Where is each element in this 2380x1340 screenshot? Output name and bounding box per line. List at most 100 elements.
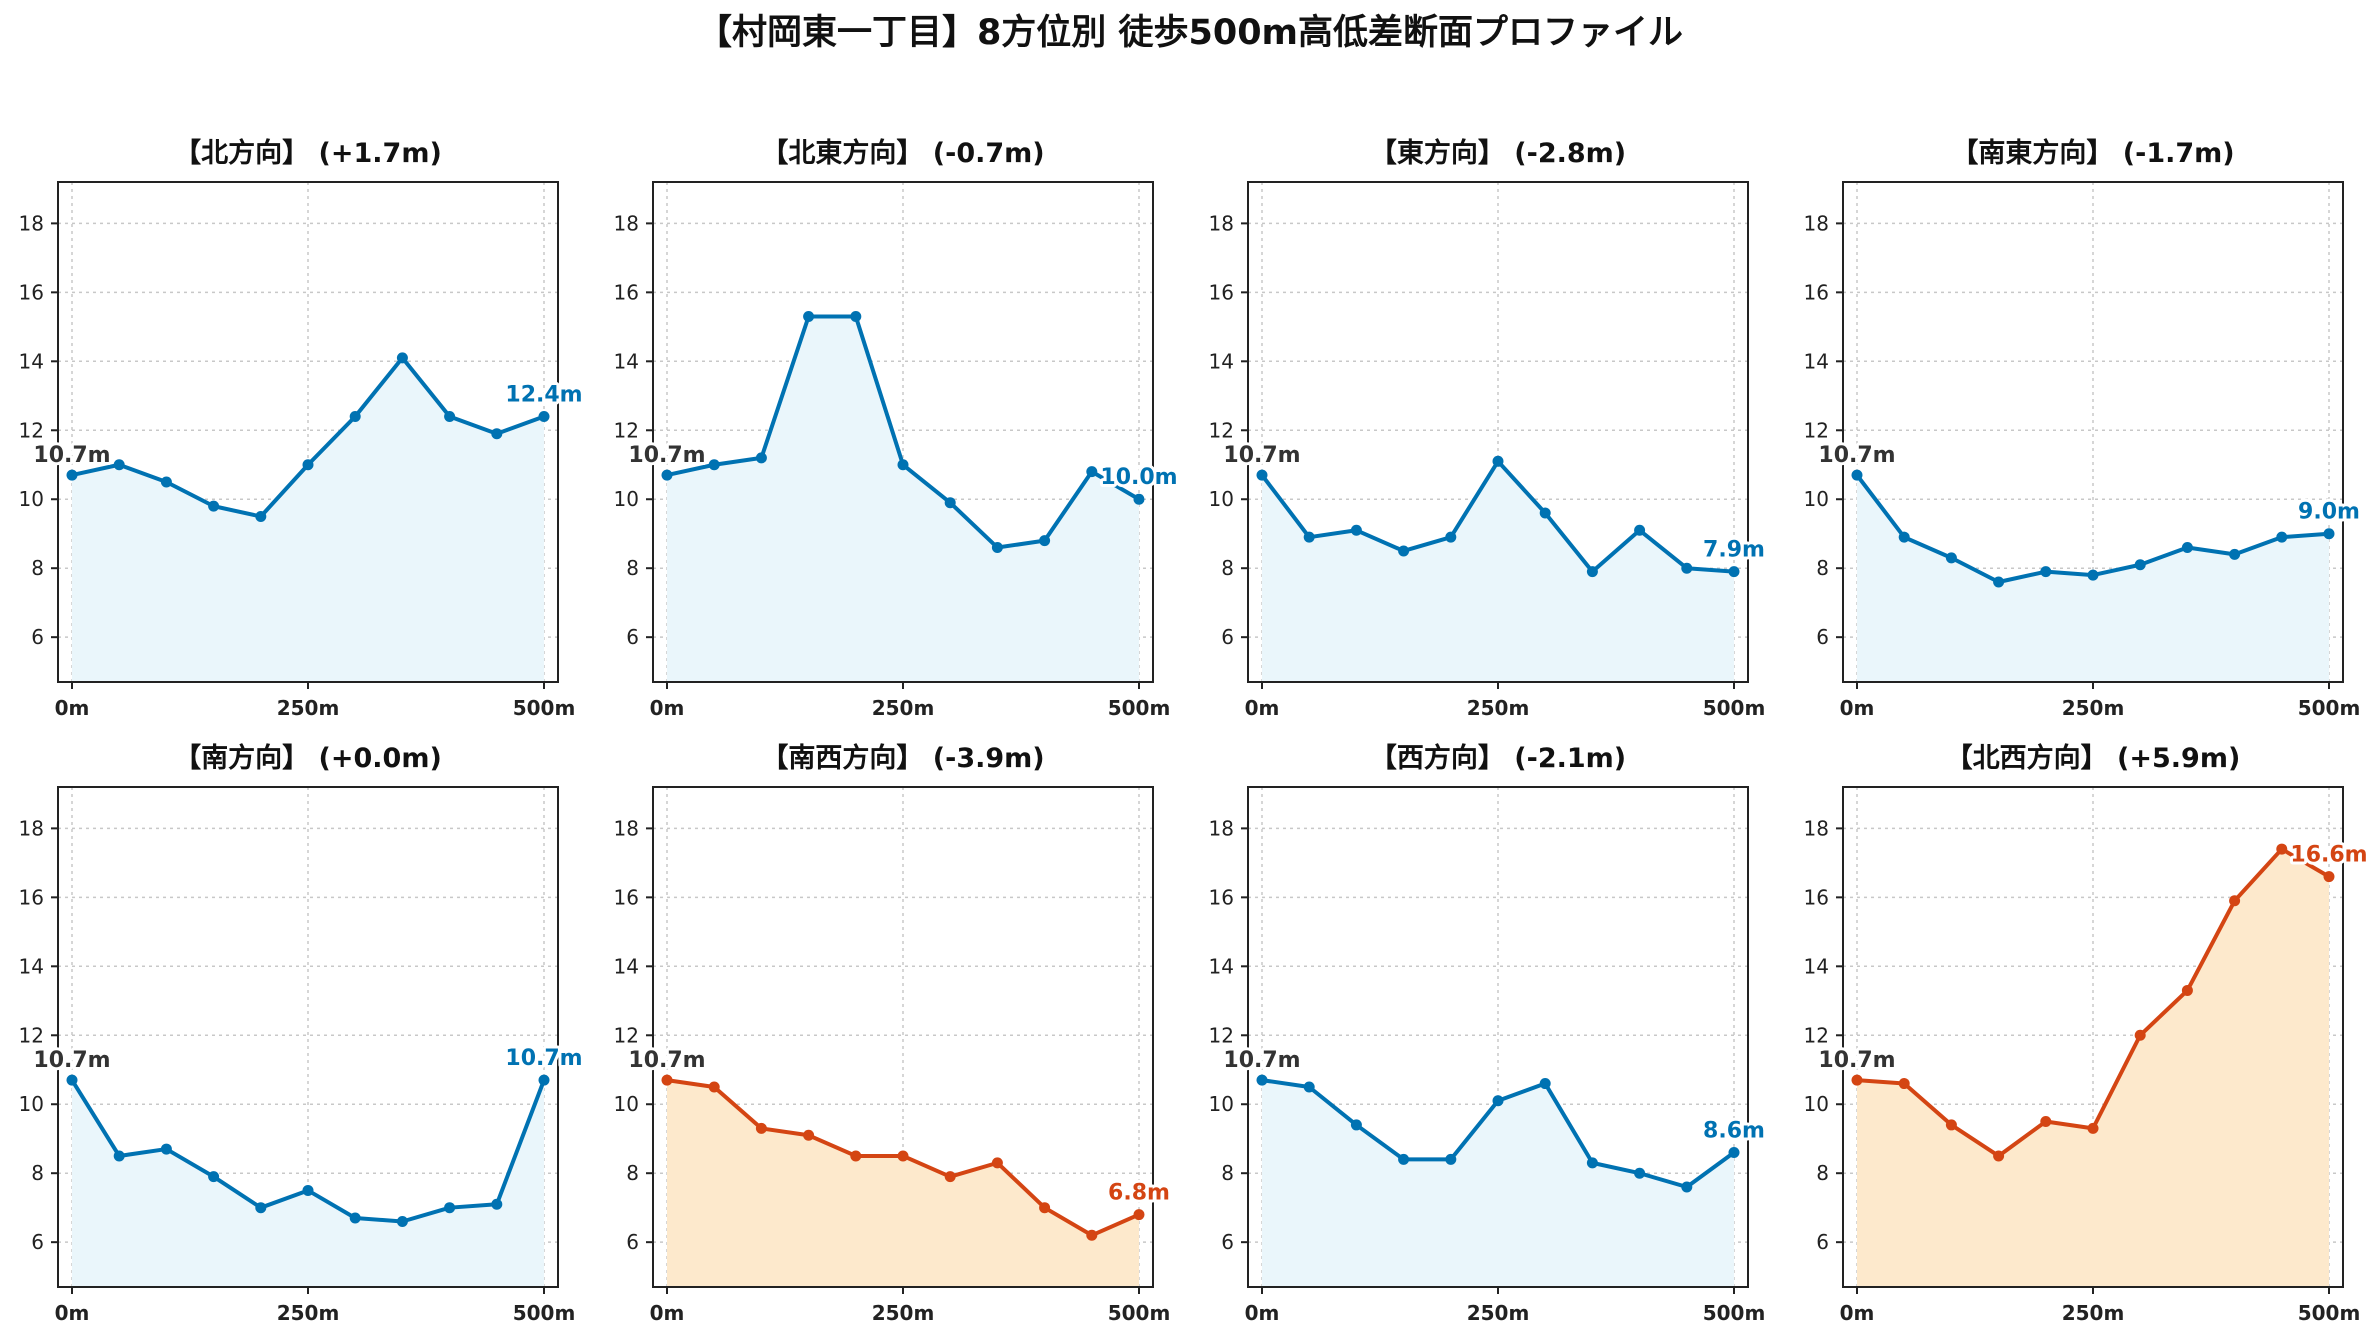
data-point — [2181, 542, 2193, 554]
data-point — [708, 459, 720, 471]
x-tick-label: 500m — [513, 696, 576, 720]
data-point — [850, 1150, 862, 1162]
start-elevation-label: 10.7m — [33, 443, 110, 468]
data-point — [1256, 1074, 1268, 1086]
profile-area — [667, 316, 1139, 682]
data-point — [208, 1171, 220, 1183]
x-tick-label: 250m — [2062, 1301, 2125, 1325]
data-point — [538, 1074, 550, 1086]
data-point — [349, 1212, 361, 1224]
x-tick-label: 0m — [1840, 1301, 1875, 1325]
y-tick-label: 16 — [614, 280, 639, 304]
data-point — [396, 352, 408, 364]
data-point — [944, 497, 956, 509]
y-tick-label: 18 — [1209, 816, 1234, 840]
y-tick-label: 10 — [614, 1092, 639, 1116]
y-tick-label: 14 — [614, 954, 639, 978]
end-elevation-label: 6.8m — [1108, 1181, 1170, 1206]
x-tick-label: 0m — [55, 1301, 90, 1325]
y-tick-label: 12 — [1804, 1023, 1829, 1047]
data-point — [1133, 493, 1145, 505]
data-point — [1303, 531, 1315, 543]
data-point — [1634, 1167, 1646, 1179]
y-tick-label: 12 — [1804, 418, 1829, 442]
y-tick-label: 18 — [614, 211, 639, 235]
x-tick-label: 250m — [872, 1301, 935, 1325]
y-tick-label: 14 — [19, 349, 44, 373]
data-point — [661, 469, 673, 481]
y-tick-label: 14 — [1804, 349, 1829, 373]
data-point — [708, 1081, 720, 1093]
data-point — [2229, 548, 2241, 560]
data-point — [491, 1198, 503, 1210]
x-tick-label: 0m — [650, 1301, 685, 1325]
data-point — [1445, 1153, 1457, 1165]
data-point — [2040, 566, 2052, 578]
panel-title: 【東方向】 (-2.8m) — [1370, 137, 1626, 169]
end-elevation-label: 7.9m — [1703, 538, 1765, 563]
data-point — [991, 1157, 1003, 1169]
data-point — [2087, 1122, 2099, 1134]
profile-area — [1262, 461, 1734, 682]
y-tick-label: 14 — [1209, 954, 1234, 978]
data-point — [349, 410, 361, 422]
data-point — [255, 510, 267, 522]
data-point — [1398, 545, 1410, 557]
y-tick-label: 14 — [19, 954, 44, 978]
panel-1: 【北方向】 (+1.7m) 6 8 10 12 14 16 18 0m 250m 500m 10.7m… — [19, 137, 586, 720]
end-elevation-label: 9.0m — [2298, 500, 2360, 525]
data-point — [1445, 531, 1457, 543]
data-point — [491, 428, 503, 440]
x-tick-label: 500m — [1108, 1301, 1171, 1325]
y-tick-label: 10 — [19, 487, 44, 511]
x-tick-label: 250m — [1467, 696, 1530, 720]
data-point — [1492, 455, 1504, 467]
y-tick-label: 18 — [1804, 211, 1829, 235]
x-tick-label: 250m — [2062, 696, 2125, 720]
data-point — [1586, 1157, 1598, 1169]
y-tick-label: 6 — [31, 1230, 44, 1254]
y-tick-label: 6 — [1816, 1230, 1829, 1254]
y-tick-label: 16 — [19, 885, 44, 909]
data-point — [2040, 1115, 2052, 1127]
y-tick-label: 14 — [1804, 954, 1829, 978]
start-elevation-label: 10.7m — [628, 443, 705, 468]
data-point — [2323, 871, 2335, 883]
start-elevation-label: 10.7m — [1223, 443, 1300, 468]
x-tick-label: 0m — [1245, 1301, 1280, 1325]
data-point — [1350, 1119, 1362, 1131]
data-point — [944, 1171, 956, 1183]
profile-area — [1262, 1080, 1734, 1287]
data-point — [208, 500, 220, 512]
y-tick-label: 12 — [19, 418, 44, 442]
y-tick-label: 18 — [1804, 816, 1829, 840]
y-tick-label: 12 — [614, 418, 639, 442]
data-point — [1586, 566, 1598, 578]
data-point — [2276, 843, 2288, 855]
data-point — [1086, 466, 1098, 478]
x-tick-label: 250m — [872, 696, 935, 720]
profile-area — [72, 357, 544, 682]
data-point — [1728, 566, 1740, 578]
data-point — [1898, 531, 1910, 543]
data-point — [1539, 507, 1551, 519]
data-point — [1945, 1119, 1957, 1131]
data-point — [1993, 576, 2005, 588]
data-point — [2323, 528, 2335, 540]
start-elevation-label: 10.7m — [1818, 1048, 1895, 1073]
data-point — [1851, 469, 1863, 481]
profile-area — [72, 1080, 544, 1287]
y-tick-label: 6 — [1221, 625, 1234, 649]
x-tick-label: 250m — [1467, 1301, 1530, 1325]
y-tick-label: 18 — [614, 816, 639, 840]
y-tick-label: 6 — [1816, 625, 1829, 649]
y-tick-label: 16 — [1209, 885, 1234, 909]
data-point — [113, 1150, 125, 1162]
start-elevation-label: 10.7m — [33, 1048, 110, 1073]
data-point — [661, 1074, 673, 1086]
data-point — [66, 469, 78, 481]
figure-title: 【村岡東一丁目】8方位別 徒歩500m高低差断面プロファイル — [697, 13, 1683, 53]
data-point — [255, 1202, 267, 1214]
data-point — [1256, 469, 1268, 481]
